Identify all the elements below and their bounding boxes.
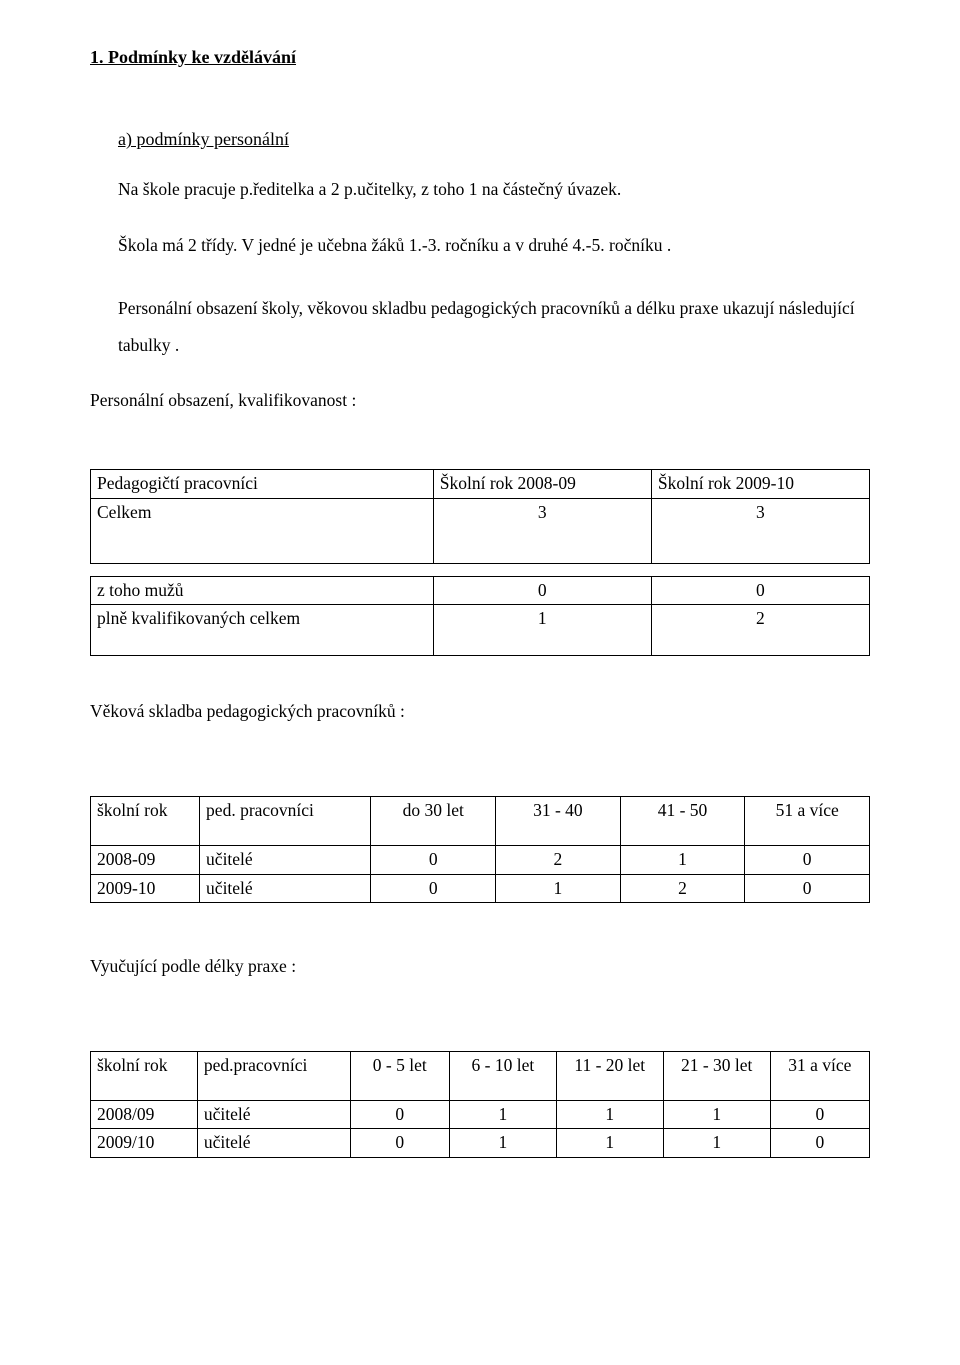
table-cell: 0 [433, 576, 651, 605]
table-praxe: školní rok ped.pracovníci 0 - 5 let 6 - … [90, 1051, 870, 1158]
page: 1. Podmínky ke vzdělávání a) podmínky pe… [0, 0, 960, 1365]
table-cell: 1 [449, 1100, 556, 1129]
table-row: 2009-10 učitelé 0 1 2 0 [91, 874, 870, 903]
table-header-cell: ped.pracovníci [197, 1051, 350, 1100]
intro-paragraph-2: Škola má 2 třídy. V jedné je učebna žáků… [118, 227, 870, 264]
table-cell: 0 [651, 576, 869, 605]
table-header-cell: 31 a více [770, 1051, 869, 1100]
table-header-cell: školní rok [91, 1051, 198, 1100]
table-cell: 2009/10 [91, 1129, 198, 1158]
table-cell: 2008-09 [91, 845, 200, 874]
table-row: 2008-09 učitelé 0 2 1 0 [91, 845, 870, 874]
intro-paragraph-3: Personální obsazení školy, věkovou sklad… [118, 290, 870, 364]
table-cell: 0 [745, 845, 870, 874]
table-header-cell: školní rok [91, 796, 200, 845]
table-header-cell: Pedagogičtí pracovníci [91, 470, 434, 499]
table-cell: 2 [651, 605, 869, 656]
table-cell: 1 [433, 605, 651, 656]
table-cell: 0 [770, 1100, 869, 1129]
table-cell: 1 [556, 1100, 663, 1129]
table-header-cell: Školní rok 2008-09 [433, 470, 651, 499]
table-cell: 0 [350, 1129, 449, 1158]
table-row: plně kvalifikovaných celkem 1 2 [91, 605, 870, 656]
table-header-cell: 6 - 10 let [449, 1051, 556, 1100]
table-cell: učitelé [197, 1100, 350, 1129]
table-header-cell: 51 a více [745, 796, 870, 845]
table-age-structure: školní rok ped. pracovníci do 30 let 31 … [90, 796, 870, 903]
age-structure-label: Věková skladba pedagogických pracovníků … [90, 700, 870, 724]
table-header-cell: ped. pracovníci [200, 796, 371, 845]
table-cell: 1 [556, 1129, 663, 1158]
table-cell: 0 [350, 1100, 449, 1129]
table-row: školní rok ped. pracovníci do 30 let 31 … [91, 796, 870, 845]
table-cell: 2009-10 [91, 874, 200, 903]
table-cell: plně kvalifikovaných celkem [91, 605, 434, 656]
table-header-cell: 41 - 50 [620, 796, 745, 845]
table-cell: 1 [496, 874, 621, 903]
intro-p1-post: z toho 1 na částečný úvazek. [421, 179, 621, 199]
table-header-cell: 0 - 5 let [350, 1051, 449, 1100]
table-cell: 0 [371, 874, 496, 903]
table-cell: 1 [449, 1129, 556, 1158]
table-header-cell: 31 - 40 [496, 796, 621, 845]
qualification-label: Personální obsazení, kvalifikovanost : [90, 389, 870, 413]
table-row: školní rok ped.pracovníci 0 - 5 let 6 - … [91, 1051, 870, 1100]
table-cell: učitelé [200, 874, 371, 903]
table-cell: 0 [770, 1129, 869, 1158]
table-pedagogical-staff: Pedagogičtí pracovníci Školní rok 2008-0… [90, 469, 870, 564]
table-cell: 1 [663, 1129, 770, 1158]
table-header-cell: 11 - 20 let [556, 1051, 663, 1100]
table-row: 2008/09 učitelé 0 1 1 1 0 [91, 1100, 870, 1129]
section-heading: 1. Podmínky ke vzdělávání [90, 45, 870, 69]
table-row: z toho mužů 0 0 [91, 576, 870, 605]
table-cell: z toho mužů [91, 576, 434, 605]
table-cell: 2 [620, 874, 745, 903]
table-cell: 3 [651, 498, 869, 563]
intro-p1-pre: Na škole pracuje p.ředitelka a 2 p.učite… [118, 179, 421, 199]
table-cell: učitelé [200, 845, 371, 874]
table-cell: 2 [496, 845, 621, 874]
table-cell: 2008/09 [91, 1100, 198, 1129]
table-cell: 1 [620, 845, 745, 874]
praxe-label: Vyučující podle délky praxe : [90, 955, 870, 979]
table-header-cell: do 30 let [371, 796, 496, 845]
table-row: Pedagogičtí pracovníci Školní rok 2008-0… [91, 470, 870, 499]
table-staff-breakdown: z toho mužů 0 0 plně kvalifikovaných cel… [90, 576, 870, 657]
table-cell: 3 [433, 498, 651, 563]
table-header-cell: Školní rok 2009-10 [651, 470, 869, 499]
table-cell: 0 [371, 845, 496, 874]
table-cell: učitelé [197, 1129, 350, 1158]
table-header-cell: 21 - 30 let [663, 1051, 770, 1100]
table-cell: 0 [745, 874, 870, 903]
table-cell: 1 [663, 1100, 770, 1129]
table-cell: Celkem [91, 498, 434, 563]
table-row: Celkem 3 3 [91, 498, 870, 563]
table-row: 2009/10 učitelé 0 1 1 1 0 [91, 1129, 870, 1158]
subheading-a: a) podmínky personální [118, 127, 870, 151]
intro-paragraph-1: Na škole pracuje p.ředitelka a 2 p.učite… [118, 178, 870, 202]
